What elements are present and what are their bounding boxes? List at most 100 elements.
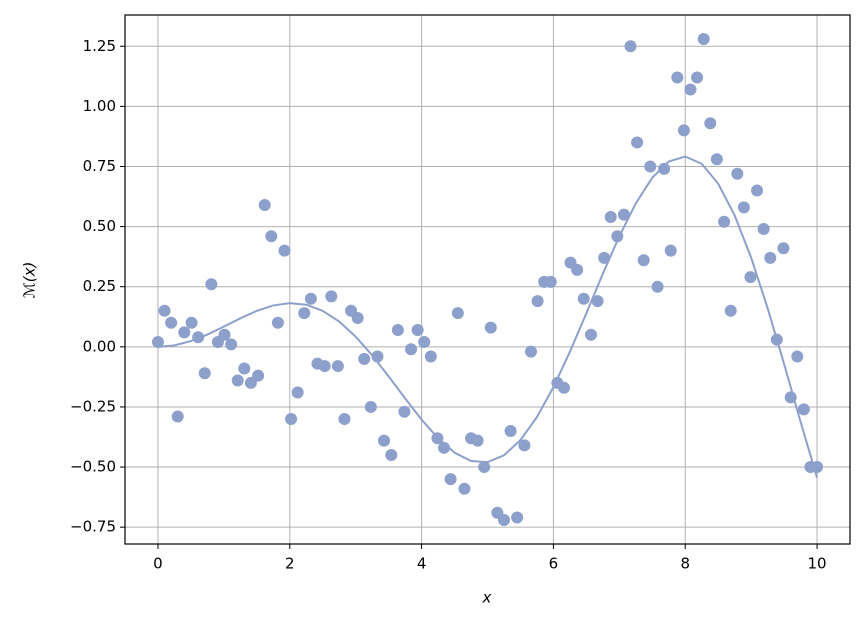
point <box>338 412 351 425</box>
point <box>598 251 611 264</box>
point <box>624 40 637 53</box>
x-tick-label: 10 <box>807 555 826 573</box>
point <box>285 412 298 425</box>
x-tick-label: 8 <box>680 555 690 573</box>
point <box>165 316 178 329</box>
y-tick-label: −0.25 <box>70 397 116 415</box>
point <box>198 367 211 380</box>
point <box>684 83 697 96</box>
point <box>304 292 317 305</box>
x-axis-label: x <box>482 589 492 607</box>
point <box>444 473 457 486</box>
point <box>631 136 644 149</box>
point <box>591 295 604 308</box>
y-tick-label: 1.00 <box>83 97 116 115</box>
y-tick-label: 0.75 <box>83 157 116 175</box>
point <box>171 410 184 423</box>
point <box>737 201 750 214</box>
point <box>325 290 338 303</box>
point <box>557 381 570 394</box>
point <box>731 167 744 180</box>
point <box>497 513 510 526</box>
point <box>718 215 731 228</box>
point <box>238 362 251 375</box>
point <box>391 323 404 336</box>
y-tick-label: 0.50 <box>83 217 116 235</box>
y-tick-label: −0.50 <box>70 458 116 476</box>
y-axis-label: ℳ(x) <box>21 262 39 299</box>
line <box>157 155 819 478</box>
point <box>617 208 630 221</box>
y-tick-label: −0.75 <box>70 518 116 536</box>
point <box>604 210 617 223</box>
point <box>704 117 717 130</box>
point <box>364 400 377 413</box>
y-tick-label: 1.25 <box>83 37 116 55</box>
point <box>651 280 664 293</box>
point <box>405 343 418 356</box>
point <box>511 511 524 524</box>
point <box>671 71 684 84</box>
point <box>271 316 284 329</box>
point <box>458 482 471 495</box>
y-tick-label: 0.00 <box>83 337 116 355</box>
point <box>577 292 590 305</box>
point <box>358 352 371 365</box>
point <box>151 336 164 349</box>
point <box>791 350 804 363</box>
point <box>478 461 491 474</box>
point <box>484 321 497 334</box>
point <box>291 386 304 399</box>
point <box>205 278 218 291</box>
x-tick-label: 4 <box>417 555 427 573</box>
point <box>764 251 777 264</box>
point <box>658 162 671 175</box>
point <box>218 328 231 341</box>
point <box>351 311 364 324</box>
point <box>584 328 597 341</box>
point <box>644 160 657 173</box>
point <box>298 307 311 320</box>
point <box>710 153 723 166</box>
point <box>544 275 557 288</box>
point <box>691 71 704 84</box>
point <box>677 124 690 137</box>
point <box>724 304 737 317</box>
point <box>744 271 757 284</box>
point <box>398 405 411 418</box>
point <box>278 244 291 257</box>
point <box>231 374 244 387</box>
point <box>777 242 790 255</box>
point <box>318 360 331 373</box>
point <box>258 198 271 211</box>
point <box>504 424 517 437</box>
point <box>252 369 265 382</box>
point <box>385 449 398 462</box>
point <box>411 323 424 336</box>
point <box>424 350 437 363</box>
point <box>378 434 391 447</box>
point <box>751 184 764 197</box>
point <box>185 316 198 329</box>
point <box>571 263 584 276</box>
point <box>757 223 770 236</box>
point <box>265 230 278 243</box>
x-tick-label: 0 <box>153 555 163 573</box>
x-tick-label: 6 <box>549 555 559 573</box>
point <box>531 295 544 308</box>
point <box>225 338 238 351</box>
x-tick-label: 2 <box>285 555 295 573</box>
plot-frame <box>124 14 851 545</box>
point <box>637 254 650 267</box>
y-tick-label: 0.25 <box>83 277 116 295</box>
point <box>697 33 710 46</box>
point <box>331 360 344 373</box>
point <box>525 345 537 358</box>
point <box>797 403 810 416</box>
point <box>178 326 191 339</box>
point <box>471 434 484 447</box>
point <box>418 336 431 349</box>
point <box>158 304 171 317</box>
